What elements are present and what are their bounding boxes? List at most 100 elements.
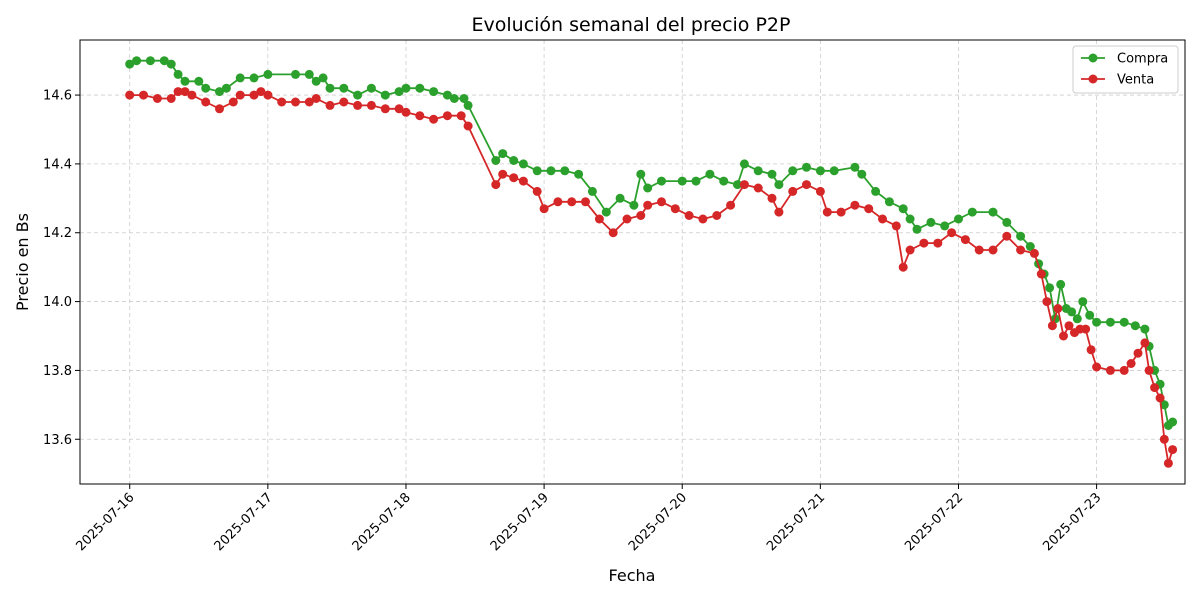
- data-point: [145, 56, 155, 66]
- data-point: [905, 245, 915, 255]
- data-point: [311, 76, 321, 86]
- data-point: [871, 186, 881, 196]
- data-point: [187, 90, 197, 100]
- data-point: [442, 111, 452, 121]
- data-point: [636, 211, 646, 220]
- data-point: [166, 94, 176, 103]
- y-axis: 13.6 13.8 14.0 14.2 14.4 14.6: [43, 89, 80, 448]
- data-point: [974, 245, 984, 255]
- data-point: [173, 69, 183, 79]
- data-point: [629, 200, 639, 210]
- data-point: [691, 176, 701, 186]
- data-point: [954, 214, 963, 224]
- data-point: [256, 87, 266, 97]
- data-point: [898, 204, 908, 214]
- data-point: [1053, 304, 1063, 313]
- legend: Compra Venta: [1072, 45, 1179, 94]
- data-point: [325, 83, 335, 93]
- data-point: [829, 166, 839, 176]
- data-point: [1002, 231, 1012, 241]
- data-point: [705, 169, 715, 179]
- data-point: [291, 97, 300, 107]
- data-point: [560, 166, 570, 176]
- data-point: [1036, 269, 1046, 279]
- data-point: [415, 83, 425, 93]
- data-point: [1078, 297, 1088, 307]
- x-tick-label: 2025-07-23: [1040, 490, 1104, 554]
- data-point: [546, 166, 556, 176]
- data-point: [587, 186, 597, 196]
- data-point: [988, 245, 998, 255]
- data-point: [601, 207, 611, 217]
- data-point: [1047, 321, 1057, 331]
- data-point: [532, 186, 542, 196]
- data-point: [491, 180, 501, 190]
- x-axis-title: Fecha: [609, 566, 656, 585]
- data-point: [988, 207, 998, 217]
- data-point: [325, 100, 335, 110]
- data-point: [139, 90, 148, 100]
- data-point: [822, 207, 832, 217]
- x-tick-label: 2025-07-16: [74, 490, 138, 554]
- data-point: [394, 87, 404, 97]
- data-point: [449, 94, 459, 103]
- data-point: [380, 104, 390, 114]
- data-point: [753, 166, 763, 176]
- data-point: [291, 69, 300, 79]
- data-point: [1159, 434, 1169, 444]
- data-point: [249, 73, 259, 83]
- data-point: [1126, 359, 1136, 368]
- grid: [80, 40, 1185, 484]
- data-point: [235, 90, 245, 100]
- data-point: [594, 214, 604, 224]
- plot-frame: [79, 39, 1186, 485]
- data-point: [215, 87, 224, 97]
- y-tick-label: 13.6: [43, 433, 72, 448]
- data-point: [657, 176, 666, 186]
- data-point: [940, 221, 950, 231]
- data-point: [698, 214, 708, 224]
- data-point: [836, 207, 846, 217]
- data-point: [263, 69, 273, 79]
- data-point: [960, 235, 970, 245]
- x-tick-label: 2025-07-19: [488, 490, 552, 554]
- data-point: [180, 76, 190, 86]
- data-point: [442, 90, 452, 100]
- chart-title: Evolución semanal del precio P2P: [472, 14, 791, 36]
- data-point: [622, 214, 632, 224]
- data-point: [1150, 383, 1160, 393]
- data-point: [1168, 445, 1178, 455]
- data-point: [1119, 365, 1129, 375]
- data-point: [235, 73, 245, 83]
- y-axis-title: Precio en Bs: [13, 213, 32, 311]
- x-tick-label: 2025-07-22: [902, 490, 966, 554]
- data-point: [221, 83, 231, 93]
- data-point: [459, 94, 469, 103]
- data-point: [1130, 321, 1140, 331]
- data-point: [1105, 365, 1115, 375]
- data-point: [304, 97, 314, 107]
- data-point: [767, 193, 777, 203]
- data-point: [815, 186, 825, 196]
- data-point: [463, 100, 473, 110]
- data-point: [304, 69, 314, 79]
- data-point: [249, 90, 259, 100]
- data-point: [539, 204, 549, 214]
- data-point: [1168, 417, 1178, 427]
- data-point: [366, 100, 376, 110]
- data-point: [739, 159, 749, 169]
- data-point: [657, 197, 666, 207]
- data-point: [712, 211, 722, 220]
- data-point: [643, 183, 653, 193]
- series-line-venta: [129, 90, 1174, 464]
- data-point: [1133, 348, 1143, 358]
- data-point: [509, 173, 519, 183]
- data-point: [726, 200, 736, 210]
- data-point: [802, 162, 811, 172]
- data-point: [173, 87, 183, 97]
- data-point: [719, 176, 729, 186]
- data-point: [152, 94, 162, 103]
- data-point: [615, 193, 625, 203]
- data-point: [774, 207, 784, 217]
